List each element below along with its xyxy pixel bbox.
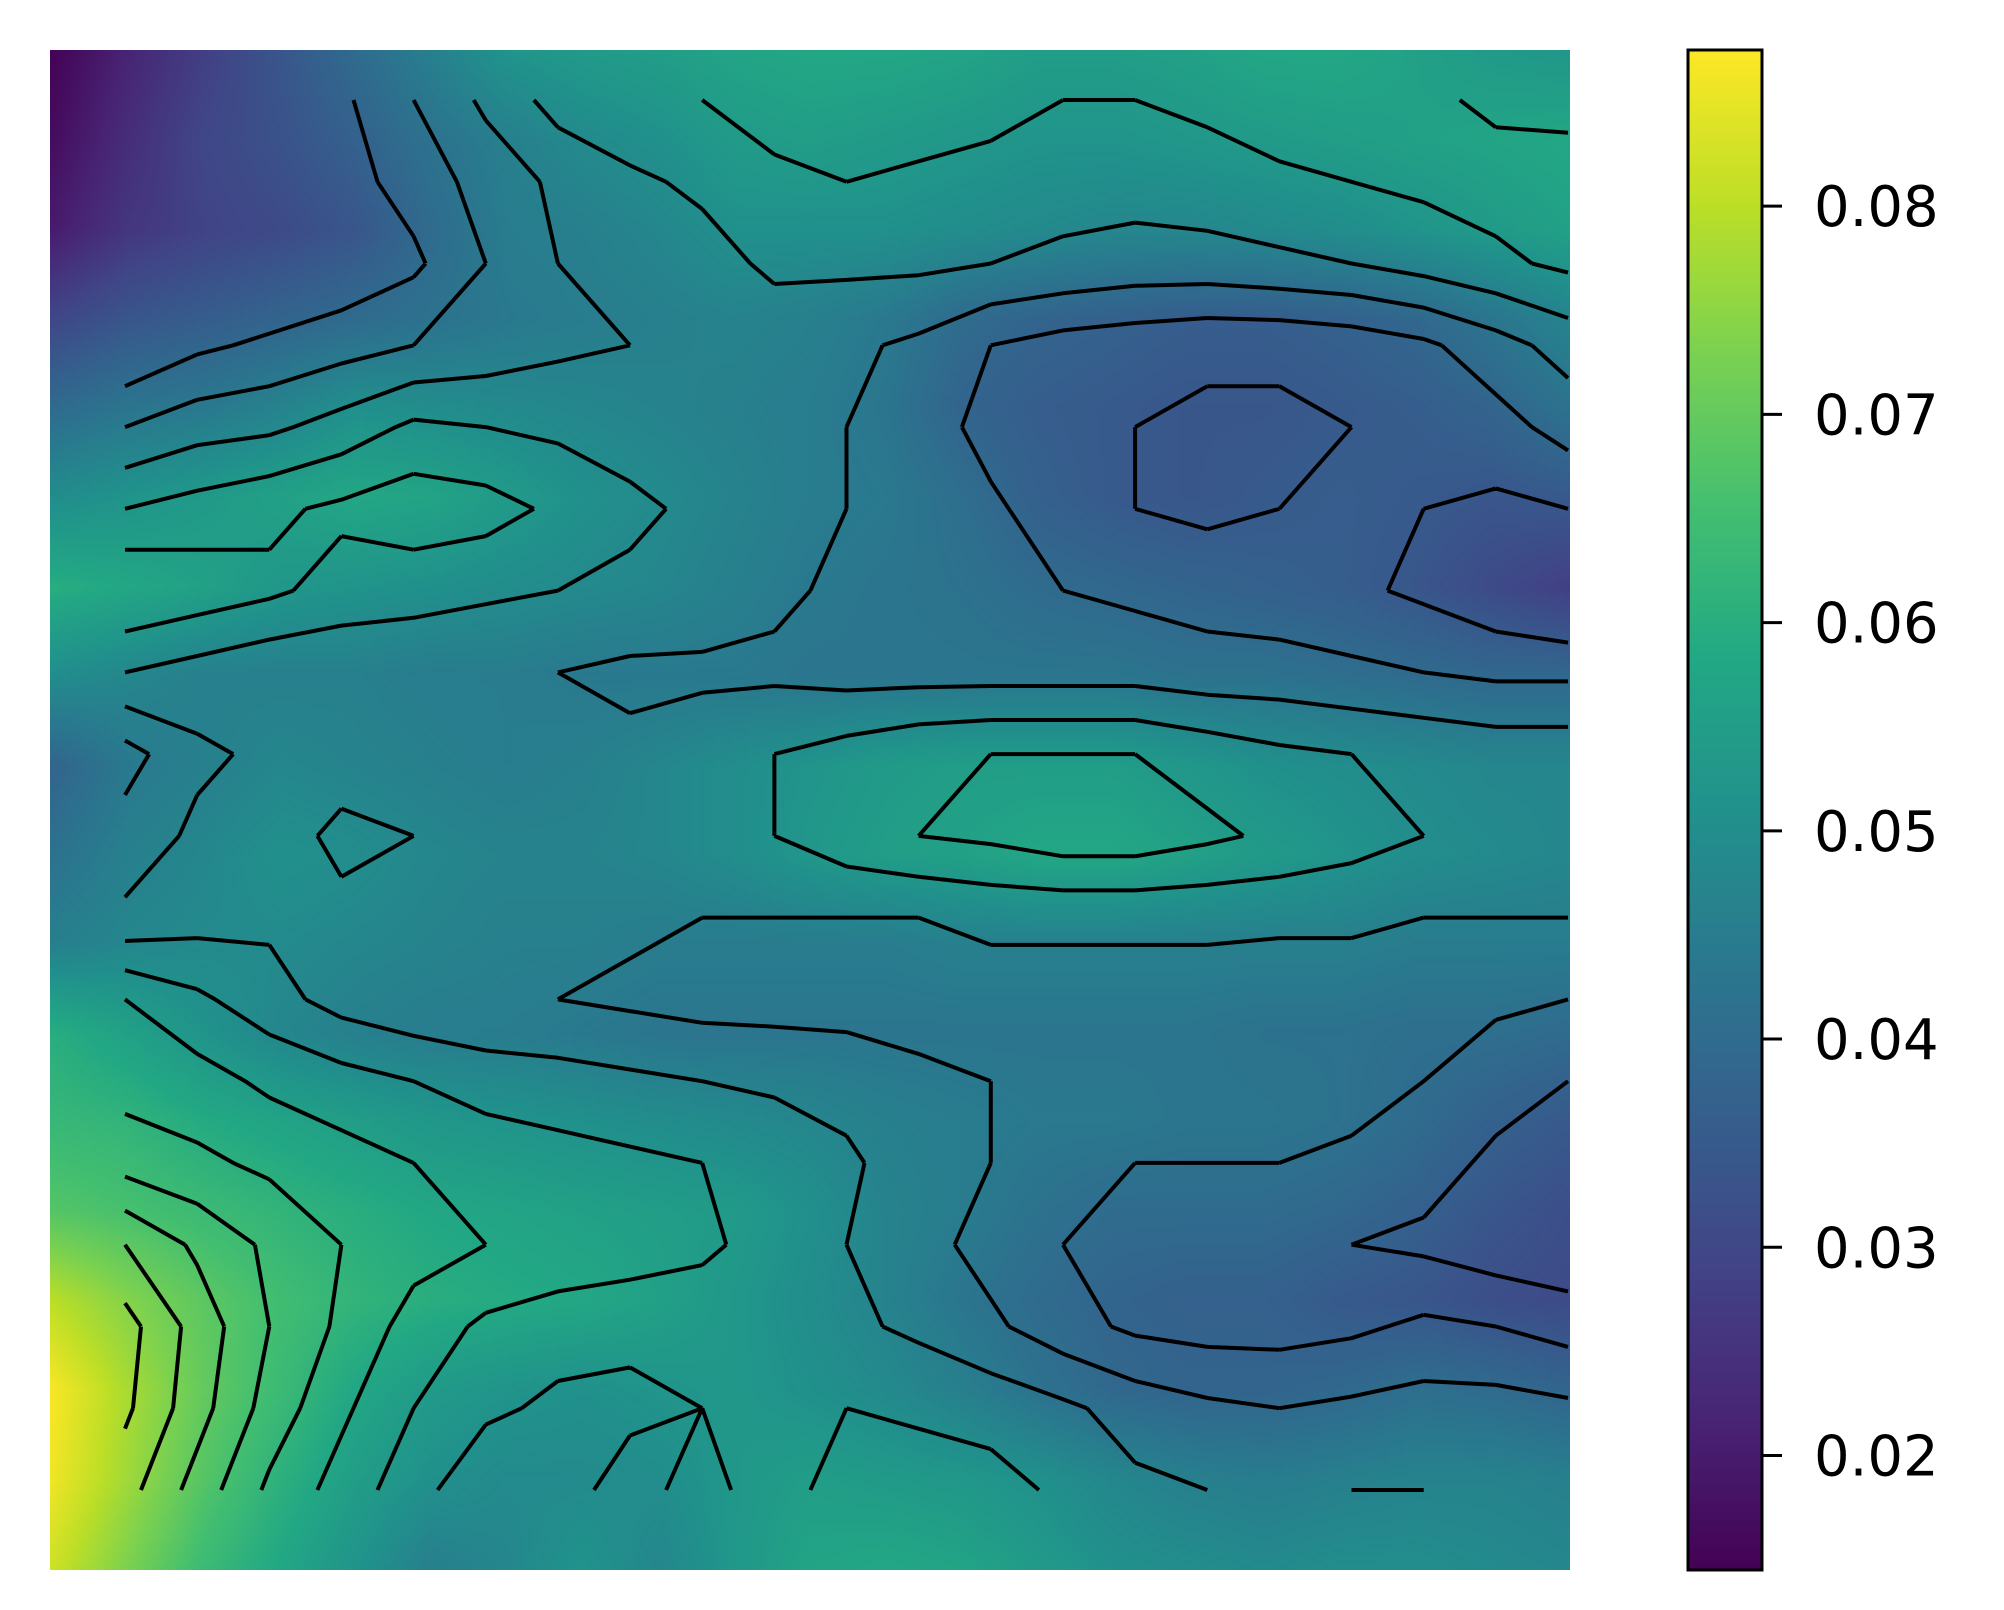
colorbar-tick-label: 0.06: [1814, 592, 1939, 657]
colorbar-gradient: [1688, 50, 1762, 1570]
colorbar-tick-label: 0.07: [1814, 383, 1939, 448]
colorbar-tick-label: 0.08: [1814, 175, 1939, 240]
colorbar: 0.02 0.03 0.04 0.05 0.06 0.07 0.08: [1686, 48, 1939, 1572]
colorbar-tick-label: 0.05: [1814, 800, 1939, 865]
contour-lines: [123, 98, 1570, 1492]
heatmap-plot-area: [50, 50, 1570, 1570]
colorbar-frame: [1686, 48, 1764, 1572]
colorbar-tick-label: 0.02: [1814, 1424, 1939, 1489]
colorbar-tick-label: 0.04: [1814, 1008, 1939, 1073]
heatmap-image: [50, 50, 1570, 1570]
colorbar-tick-label: 0.03: [1814, 1216, 1939, 1281]
contour-path: [123, 98, 1570, 1492]
colorbar-ticks: 0.02 0.03 0.04 0.05 0.06 0.07 0.08: [1762, 175, 1939, 1489]
